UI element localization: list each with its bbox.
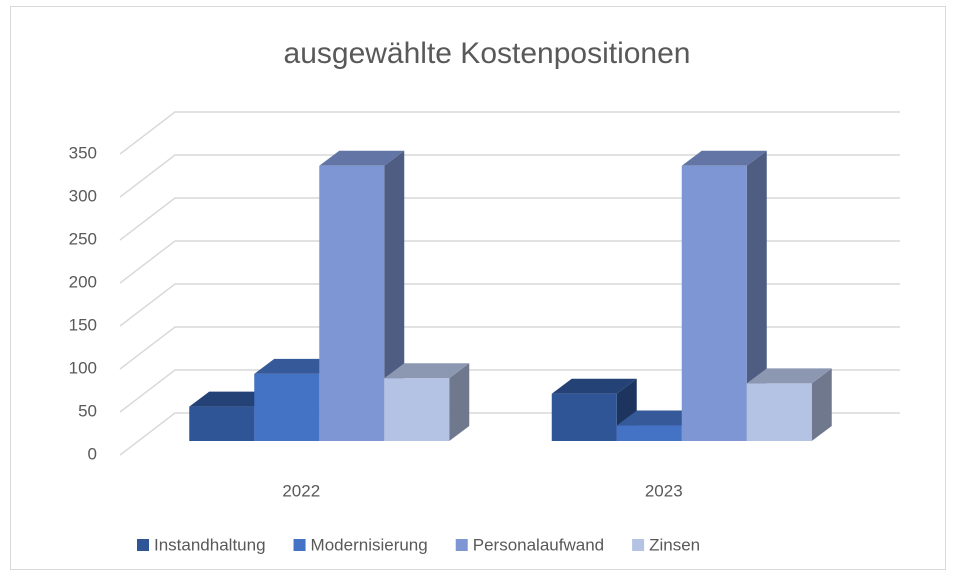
y-tick-label: 300 <box>69 186 97 205</box>
bar-top <box>254 358 340 374</box>
bar <box>384 363 470 441</box>
y-tick-label: 150 <box>69 315 97 334</box>
legend-label: Modernisierung <box>311 535 428 554</box>
bar-top <box>189 391 275 407</box>
bar-top <box>319 150 405 166</box>
bar-top <box>384 363 470 379</box>
legend-swatch <box>632 539 645 551</box>
legend-swatch <box>455 539 468 551</box>
bar-side <box>449 363 470 441</box>
grid-line <box>119 283 900 327</box>
bar-front <box>189 406 255 441</box>
y-tick-label: 0 <box>88 444 97 463</box>
chart-title: ausgewählte Kostenpositionen <box>284 37 691 70</box>
grid-line <box>119 111 900 155</box>
bar-front <box>616 425 682 441</box>
bar-side <box>811 368 832 441</box>
legend-swatch <box>137 539 149 551</box>
bar-front <box>254 373 320 441</box>
legend-label: Instandhaltung <box>154 535 266 554</box>
bar-top <box>746 368 832 384</box>
bar <box>551 378 637 441</box>
bar-front <box>551 393 617 441</box>
grid-line <box>119 326 900 370</box>
grid-line <box>119 197 900 241</box>
bar-top <box>616 410 702 426</box>
y-tick-label: 100 <box>69 358 97 377</box>
bar-side <box>746 150 767 442</box>
x-tick-label: 2023 <box>645 481 683 500</box>
y-tick-label: 50 <box>78 401 97 420</box>
bar-top <box>681 150 767 166</box>
legend-label: Personalaufwand <box>473 535 604 554</box>
bar-top <box>551 378 637 394</box>
legend-swatch <box>293 539 306 551</box>
bar-front <box>319 165 385 442</box>
y-tick-label: 200 <box>69 272 97 291</box>
bar-front <box>384 378 450 441</box>
grid-line <box>119 369 900 413</box>
bar <box>319 150 405 442</box>
y-tick-label: 350 <box>69 143 97 162</box>
chart-border <box>10 6 946 570</box>
grid-line <box>119 154 900 198</box>
bar <box>746 368 832 441</box>
bar <box>681 150 767 442</box>
x-tick-label: 2022 <box>282 481 320 500</box>
bar-front <box>681 165 747 442</box>
grid-line <box>119 240 900 284</box>
legend-label: Zinsen <box>649 535 700 554</box>
y-tick-label: 250 <box>69 229 97 248</box>
bar-front <box>746 383 812 441</box>
